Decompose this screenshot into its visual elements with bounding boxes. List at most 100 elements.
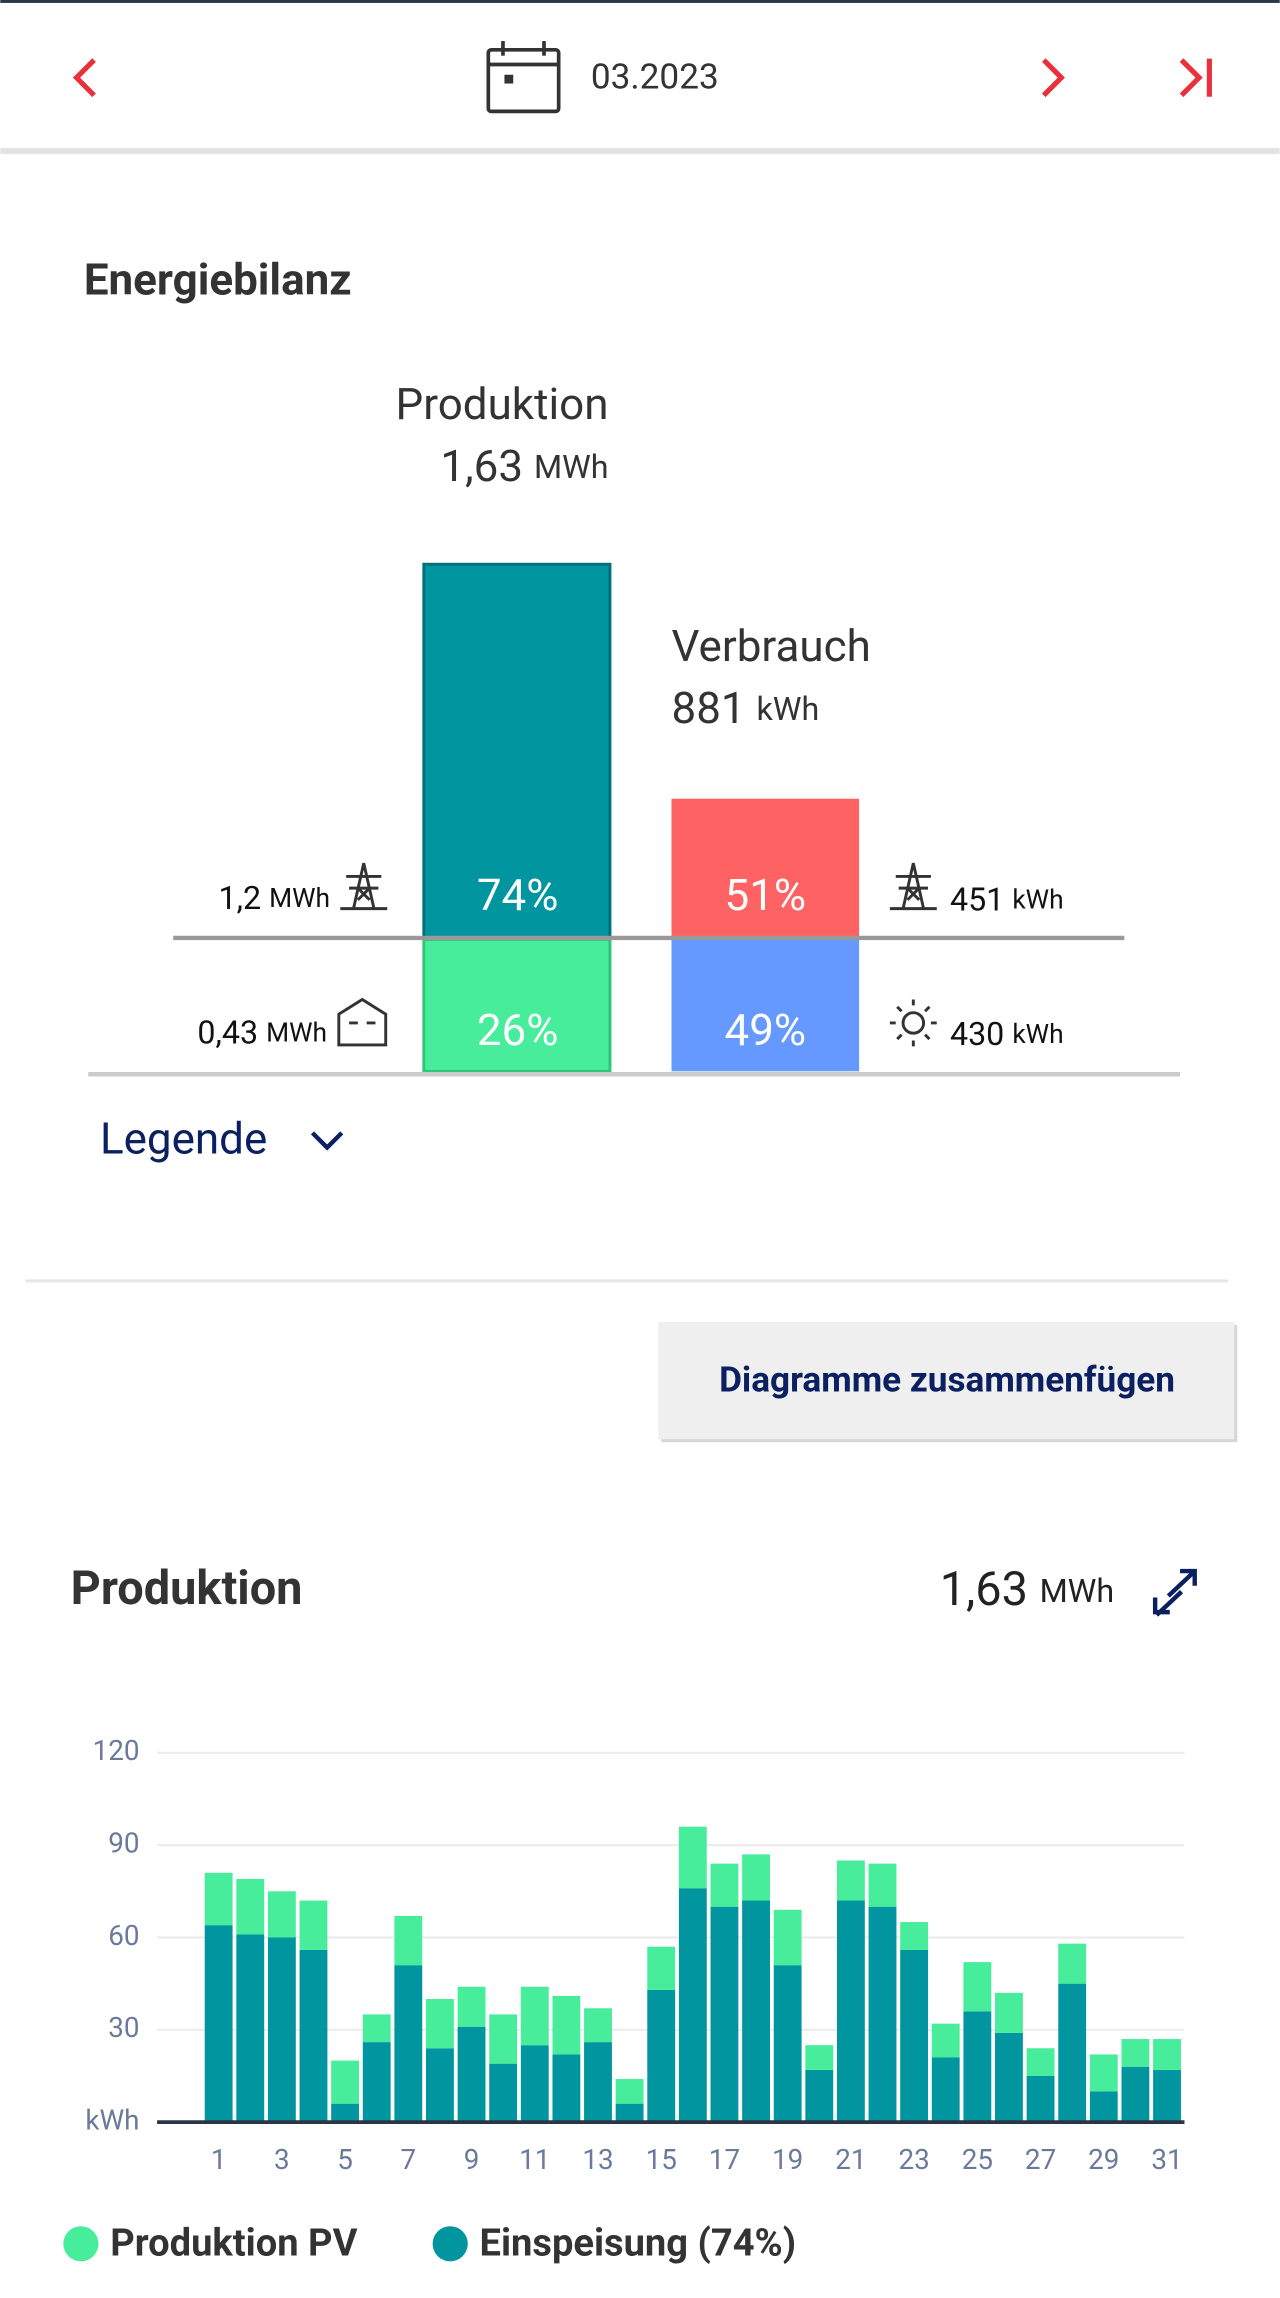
- grid-bar: [671, 798, 860, 938]
- feed-in-value: 1,2 MWh: [218, 878, 330, 916]
- x-tick-label: 9: [464, 2143, 480, 2176]
- x-tick-label: 29: [1088, 2143, 1119, 2176]
- production-label: Produktion: [396, 378, 609, 430]
- bar-segment: [647, 1946, 676, 1990]
- bar-segment: [710, 1906, 739, 2123]
- legend-label: Einspeisung (74%): [480, 2221, 797, 2265]
- bar-segment: [1026, 2075, 1055, 2123]
- bar-segment: [1058, 1983, 1087, 2123]
- percent: 49%: [725, 1004, 807, 1056]
- pylon-icon: [889, 862, 937, 911]
- feed-in-bar: [422, 562, 612, 940]
- bar-segment: [394, 1965, 423, 2123]
- y-tick-label: 60: [108, 1919, 139, 1952]
- last-button[interactable]: [1179, 58, 1212, 98]
- bar-segment: [267, 1937, 296, 2123]
- bar-segment: [236, 1878, 265, 1935]
- expand-icon[interactable]: [1152, 1568, 1197, 1617]
- unit: MWh: [1040, 1572, 1114, 1610]
- bar-segment: [868, 1863, 897, 1907]
- x-tick-label: 3: [274, 2143, 290, 2176]
- y-tick-label: 90: [108, 1827, 139, 1860]
- bar-segment: [236, 1934, 265, 2123]
- production-total: 1,63 MWh: [440, 440, 608, 492]
- bar-segment: [678, 1888, 707, 2123]
- x-tick-label: 11: [519, 2143, 550, 2176]
- bar-segment: [995, 2032, 1023, 2123]
- solar-value: 430 kWh: [950, 1015, 1064, 1053]
- value: 1,63: [940, 1562, 1028, 1617]
- legend-toggle[interactable]: Legende: [100, 1112, 267, 1164]
- bar-segment: [773, 1965, 802, 2123]
- merge-button[interactable]: [658, 1321, 1235, 1440]
- bar-segment: [647, 1989, 676, 2123]
- unit: MWh: [534, 447, 609, 485]
- bar-segment: [520, 2045, 549, 2123]
- bar-segment: [204, 1925, 233, 2123]
- bar-segment: [426, 2048, 454, 2123]
- bar-segment: [1121, 2039, 1150, 2067]
- consumption-total: 881 kWh: [672, 681, 820, 733]
- bar-segment: [331, 2103, 360, 2123]
- bar-segment: [299, 1949, 328, 2123]
- unit: MWh: [269, 884, 330, 914]
- y-tick-label: 30: [108, 2011, 139, 2044]
- bar-segment: [394, 1915, 423, 1966]
- unit: kWh: [1012, 1020, 1063, 1050]
- bar-segment: [678, 1826, 707, 1889]
- bar-segment: [584, 2042, 612, 2123]
- value: 1,63: [440, 440, 523, 492]
- top-edge: [0, 0, 1280, 3]
- x-tick-label: 13: [582, 2143, 613, 2176]
- bar-segment: [1026, 2048, 1055, 2076]
- self-use-value: 0,43 MWh: [197, 1013, 327, 1051]
- bar-segment: [900, 1949, 929, 2123]
- section-title: Energiebilanz: [84, 253, 352, 305]
- value: 881: [672, 681, 746, 733]
- value: 430: [950, 1015, 1004, 1053]
- bar-segment: [331, 2060, 360, 2104]
- chevron-down[interactable]: [310, 1131, 344, 1151]
- percent: 26%: [477, 1004, 559, 1056]
- bar-segment: [584, 2008, 612, 2043]
- x-tick-label: 21: [835, 2143, 866, 2176]
- pylon-icon: [340, 862, 388, 911]
- percent: 51%: [725, 869, 807, 921]
- bar-segment: [615, 2103, 644, 2123]
- calendar-icon[interactable]: [486, 41, 561, 114]
- legend-swatch: [63, 2226, 99, 2262]
- value: 1,2: [218, 878, 261, 916]
- bar-segment: [836, 1900, 865, 2123]
- bar-segment: [520, 1986, 549, 2046]
- grid-value: 451 kWh: [950, 880, 1064, 918]
- bar-segment: [552, 1995, 581, 2055]
- next-button[interactable]: [1041, 58, 1065, 98]
- bar-segment: [1153, 2039, 1181, 2070]
- bar-segment: [299, 1900, 328, 1950]
- value: 0,43: [197, 1013, 258, 1051]
- value: 451: [950, 880, 1004, 918]
- unit: MWh: [266, 1019, 327, 1049]
- bar-segment: [931, 2023, 960, 2058]
- bar-segment: [995, 1992, 1023, 2033]
- bar-segment: [805, 2045, 834, 2070]
- merge-button-label[interactable]: Diagramme zusammenfügen: [719, 1358, 1175, 1400]
- period[interactable]: 03.2023: [591, 55, 719, 97]
- x-tick-label: 17: [709, 2143, 740, 2176]
- x-tick-label: 31: [1151, 2143, 1182, 2176]
- header-border: [0, 148, 1280, 154]
- bar-segment: [742, 1900, 770, 2123]
- bar-segment: [1089, 2054, 1118, 2092]
- prev-button[interactable]: [72, 58, 96, 98]
- x-tick-label: 23: [898, 2143, 929, 2176]
- bar-segment: [963, 2011, 992, 2123]
- bar-segment: [457, 1986, 486, 2027]
- bar-segment: [1089, 2091, 1118, 2123]
- self-use-bar: [422, 937, 612, 1073]
- bar-segment: [710, 1863, 739, 1907]
- sun-icon: [889, 999, 937, 1047]
- x-tick-label: 15: [646, 2143, 677, 2176]
- legend-swatch: [432, 2226, 468, 2262]
